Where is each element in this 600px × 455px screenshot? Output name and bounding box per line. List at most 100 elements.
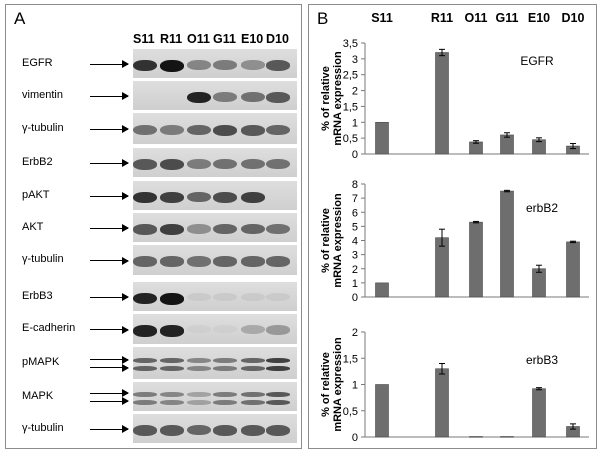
chart-title: EGFR: [520, 54, 554, 68]
chart-lane-header-s11: S11: [371, 11, 393, 25]
blot-image-gamma-tubulin: [133, 245, 297, 275]
blot-band: [266, 124, 290, 136]
blot-label-erbb3: ErbB3: [22, 289, 53, 302]
blot-band: [133, 424, 157, 436]
bar-s11: [375, 282, 389, 298]
blot-band: [266, 59, 290, 71]
blot-band: [241, 223, 265, 235]
bar-g11: [500, 134, 514, 155]
blot-band: [187, 158, 211, 169]
y-axis-label-line: % of relative: [320, 66, 332, 131]
blot-band: [266, 399, 290, 405]
y-tick-label: 1: [352, 278, 358, 290]
y-tick-label: 2,5: [343, 70, 358, 82]
chart-lane-header-d10: D10: [562, 11, 585, 25]
blot-label-pmapk: pMAPK: [22, 356, 60, 368]
blot-band: [213, 358, 237, 363]
lane-header-g11: G11: [213, 32, 236, 46]
chart-lane-header-r11: R11: [431, 11, 453, 25]
chart-egfr: 0 0,5 1 1,5 2 2,5 3 3,5 EGFR % of relativemRNA ex…: [320, 38, 589, 161]
blot-band: [213, 124, 237, 136]
blot-band: [241, 358, 265, 363]
blot-band: [133, 366, 157, 371]
y-tick-label: 3: [352, 54, 358, 66]
blot-band: [241, 424, 265, 436]
blot-band: [160, 223, 184, 235]
blot-band: [160, 325, 184, 337]
y-axis-label-line: mRNA expression: [332, 337, 344, 432]
blot-band: [241, 158, 265, 170]
blot-arrow: [90, 58, 129, 71]
blot-label-gamma-tubulin: γ-tubulin: [22, 421, 64, 434]
blot-band: [213, 366, 237, 371]
blot-band: [133, 158, 157, 170]
y-tick-label: 4: [352, 236, 358, 248]
blot-label-mapk: MAPK: [22, 389, 54, 402]
blot-band: [266, 325, 290, 335]
blot-band: [187, 424, 211, 436]
y-tick-label: 1: [352, 380, 358, 392]
blot-band: [133, 325, 157, 337]
blot-band: [187, 366, 211, 371]
blot-band: [160, 424, 184, 436]
blot-band: [213, 391, 237, 397]
blot-band: [266, 292, 290, 301]
y-axis-label: % of relativemRNA expression: [320, 51, 344, 146]
chart-lane-header-o11: O11: [465, 11, 488, 25]
blot-arrow: [90, 354, 129, 366]
blot-band: [266, 91, 290, 103]
blot-band: [241, 399, 265, 405]
blot-image-erbb2: [133, 148, 297, 177]
panel-b-mrna-charts: B S11 R11 O11 G11 E10 D10 0 0,5 1 1,5 2 2,5 3 3,5 EGFR…: [308, 4, 597, 449]
blot-band: [213, 158, 237, 170]
blot-image-vimentin: [133, 81, 297, 110]
blot-band: [133, 124, 157, 136]
blot-arrow: [90, 423, 129, 436]
blot-image-pakt: [133, 181, 297, 210]
blot-band: [187, 91, 211, 104]
blot-label-gamma-tubulin: γ-tubulin: [22, 121, 64, 134]
blot-band: [160, 358, 184, 363]
blot-band: [213, 292, 237, 301]
y-tick-label: 0,5: [343, 133, 358, 145]
bar-o11: [469, 221, 483, 298]
blot-band: [266, 223, 290, 235]
blot-band: [266, 391, 290, 397]
blot-band: [133, 391, 157, 397]
blot-band: [266, 366, 290, 371]
blot-band: [213, 91, 237, 102]
bar-e10: [532, 388, 546, 438]
blot-band: [241, 325, 265, 335]
y-axis-label-line: % of relative: [320, 208, 332, 273]
bar-s11: [375, 121, 389, 155]
blot-label-erbb2: ErbB2: [22, 155, 53, 168]
y-tick-label: 3,5: [343, 38, 358, 50]
blot-band: [160, 124, 184, 135]
y-tick-label: 5: [352, 221, 358, 233]
blot-band: [213, 424, 237, 436]
lane-header-s11: S11: [133, 32, 155, 46]
y-tick-label: 8: [352, 179, 358, 191]
lane-header-r11: R11: [160, 32, 183, 46]
chart-lane-header-e10: E10: [528, 11, 550, 25]
chart-title: erbB2: [526, 201, 558, 215]
blot-arrow: [90, 362, 129, 374]
blot-label-vimentin: vimentin: [22, 88, 63, 101]
blot-arrow: [90, 123, 129, 136]
y-axis-label: % of relativemRNA expression: [320, 193, 344, 288]
chart-erbb3: 0 0,5 1 1,5 2 erbB3 % of relativemRNA expressi…: [320, 327, 589, 444]
blot-band: [241, 256, 265, 267]
y-axis-label: % of relativemRNA expression: [320, 337, 344, 432]
y-tick-label: 0: [352, 432, 358, 444]
blot-image-e-cadherin: [133, 314, 297, 344]
blot-label-pakt: pAKT: [22, 188, 50, 201]
blot-band: [241, 391, 265, 397]
chart-title: erbB3: [526, 353, 558, 367]
blot-image-pmapk: [133, 347, 297, 379]
blot-arrow: [90, 90, 129, 103]
blot-band: [160, 256, 184, 267]
y-tick-label: 1,5: [343, 101, 358, 113]
blot-band: [241, 191, 265, 203]
y-tick-label: 6: [352, 207, 358, 219]
blot-band: [266, 358, 290, 363]
